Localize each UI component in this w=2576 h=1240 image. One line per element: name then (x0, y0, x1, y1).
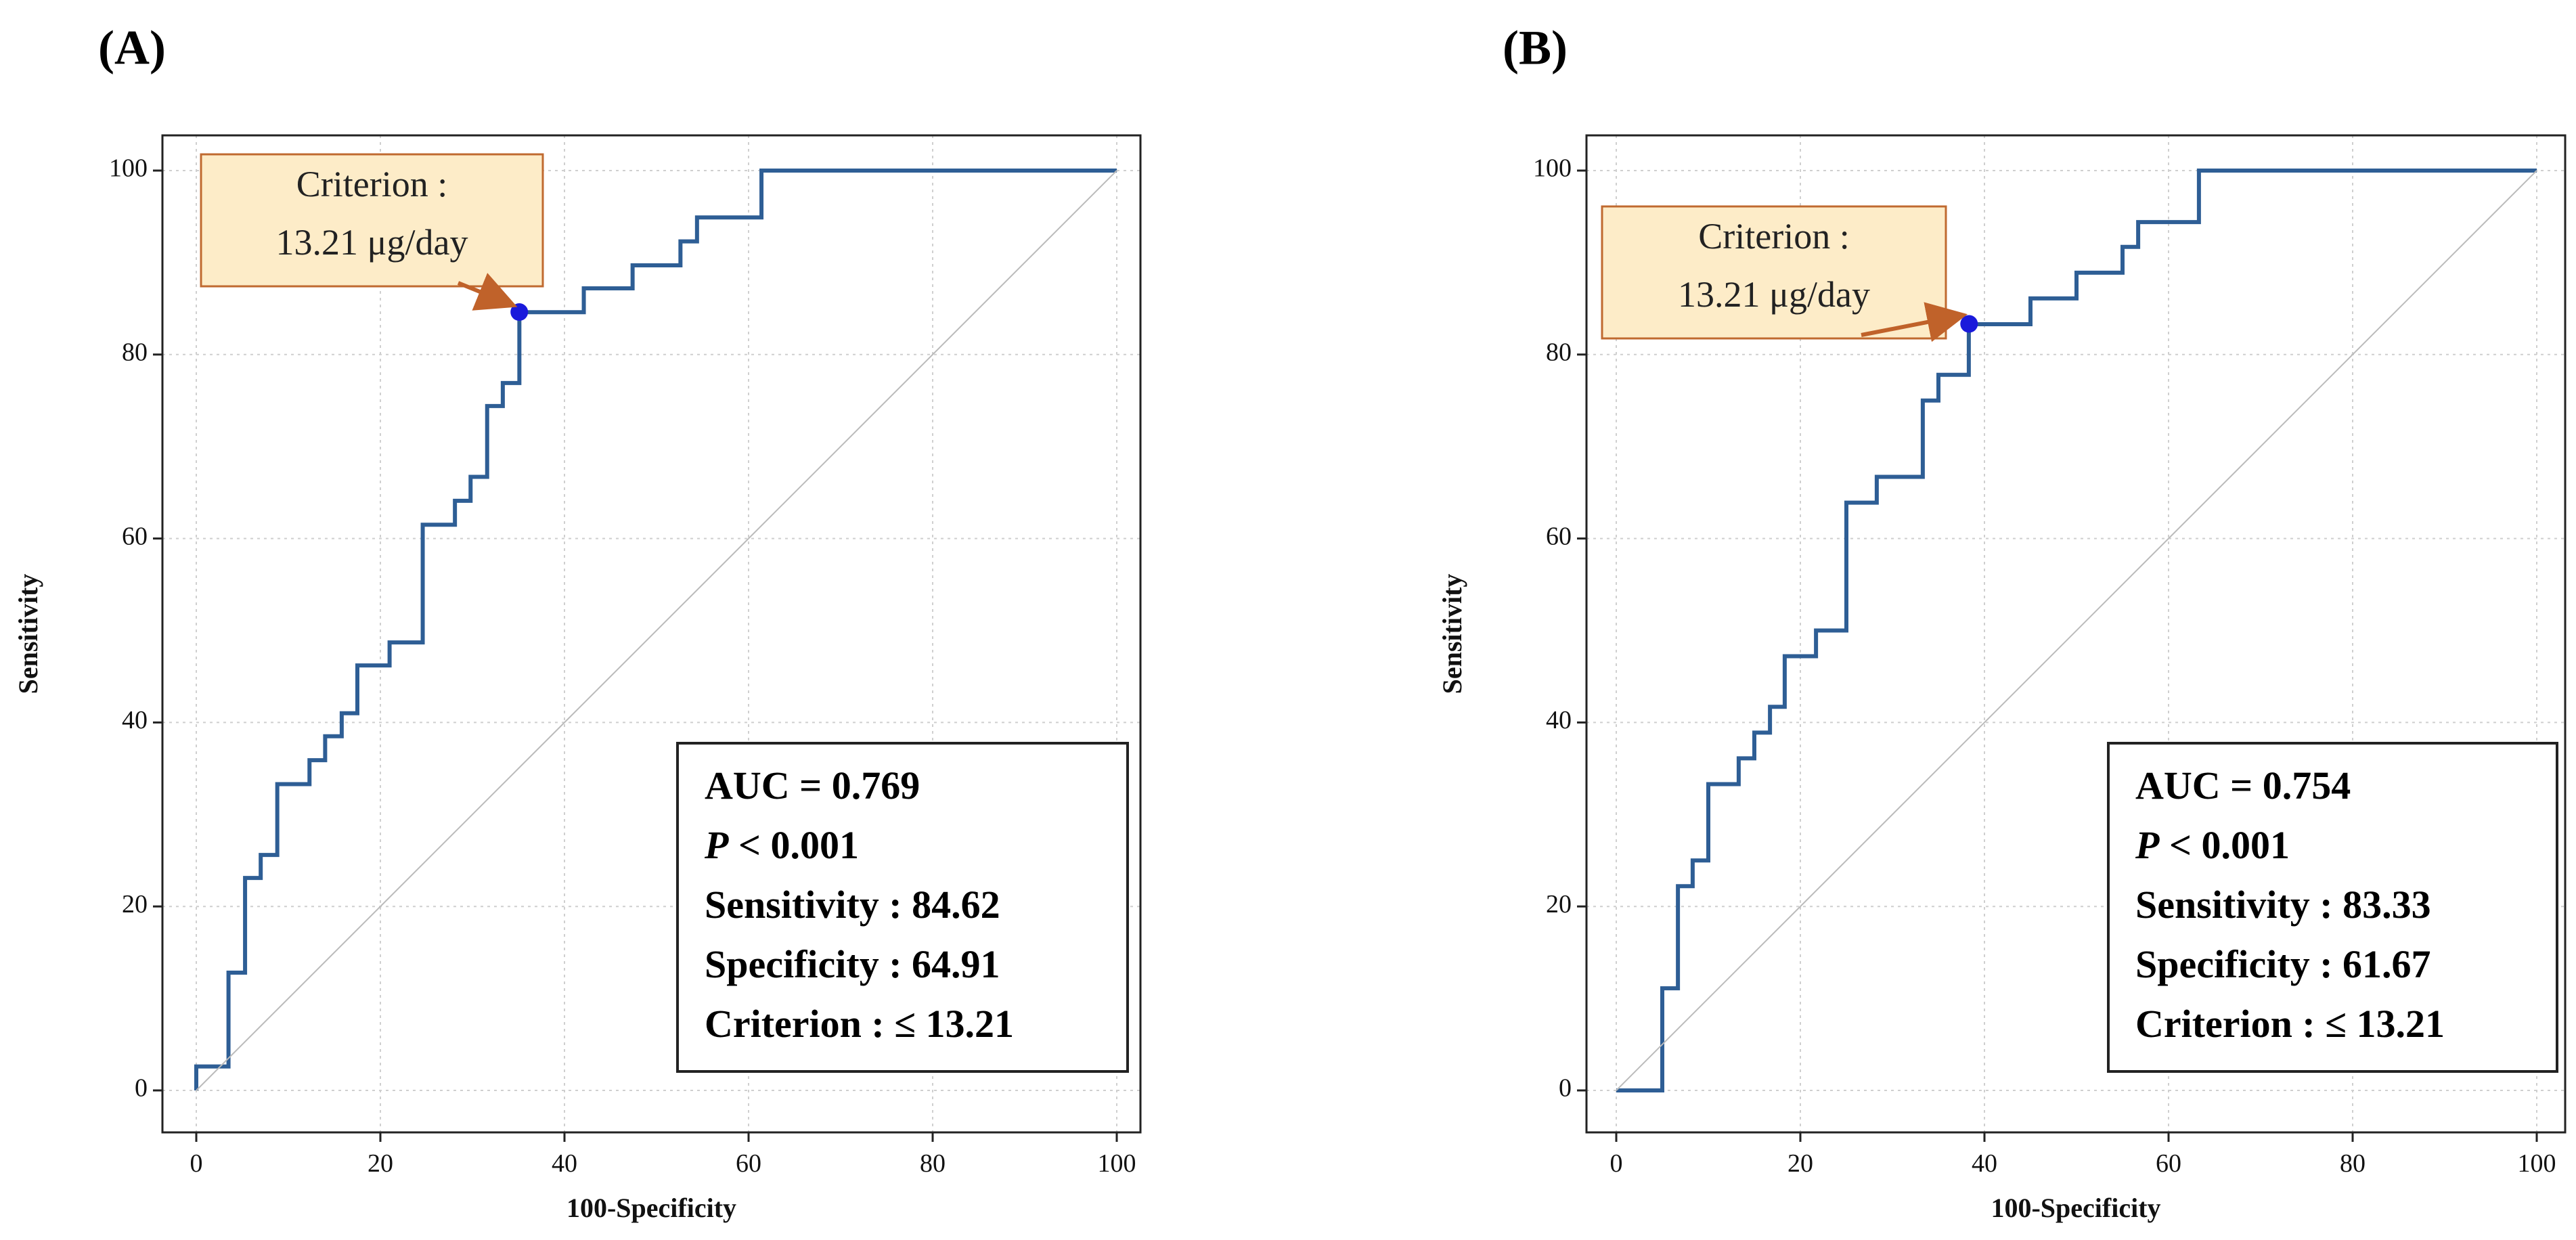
y-tick-label: 60 (1546, 522, 1572, 550)
stats-line: P < 0.001 (704, 823, 859, 867)
x-tick-label: 60 (736, 1149, 761, 1178)
callout-arrow (1861, 302, 1968, 342)
stats-line: Sensitivity : 83.33 (2135, 883, 2431, 927)
y-axis-label: Sensitivity (1437, 574, 1467, 694)
y-tick-label: 80 (122, 338, 148, 367)
criterion-point (1960, 315, 1978, 333)
y-tick-label: 100 (1533, 154, 1572, 183)
stats-line: Criterion : ≤ 13.21 (705, 1002, 1014, 1046)
callout-line-2: 13.21 μg/day (1678, 274, 1870, 315)
y-tick-label: 80 (1546, 338, 1572, 367)
reference-diagonal-line (1616, 170, 2537, 1091)
panel-label: (A) (98, 21, 166, 75)
stats-line: Specificity : 64.91 (705, 942, 1000, 986)
y-tick-label: 0 (135, 1074, 148, 1103)
stats-box (676, 742, 1129, 1073)
reference-diagonal-line (196, 170, 1117, 1091)
criterion-callout-box (200, 153, 544, 288)
chart-panel-b: (B) 0 20 40 60 80 100 0 20 40 60 80 100 100-Specifici… (1437, 21, 2567, 1223)
y-tick-label: 20 (1546, 890, 1572, 918)
panel-label: (B) (1503, 21, 1568, 75)
stats-line: Criterion : ≤ 13.21 (2135, 1002, 2445, 1046)
x-tick-label: 100 (1098, 1149, 1136, 1178)
x-axis-label: 100-Specificity (1991, 1193, 2160, 1223)
y-tick-label: 40 (122, 706, 148, 734)
x-tick-label: 60 (2156, 1149, 2181, 1178)
criterion-point (510, 303, 529, 322)
x-tick-label: 80 (2340, 1149, 2366, 1178)
x-tick-label: 100 (2518, 1149, 2556, 1178)
criterion-callout-box (1601, 205, 1947, 340)
x-axis-label: 100-Specificity (567, 1193, 736, 1223)
x-tick-label: 40 (1972, 1149, 1997, 1178)
roc-curve-line (1616, 169, 2537, 1092)
callout-line-1: Criterion : (1698, 216, 1849, 257)
stats-box (2107, 742, 2558, 1073)
stats-line: AUC = 0.754 (2135, 763, 2351, 807)
x-tick-label: 40 (552, 1149, 577, 1178)
stats-line: P < 0.001 (2135, 823, 2290, 867)
plot-frame (161, 134, 1142, 1134)
y-tick-label: 60 (122, 522, 148, 550)
callout-arrow (457, 273, 518, 311)
stats-line: Specificity : 61.67 (2135, 942, 2431, 986)
y-axis-label: Sensitivity (13, 574, 43, 694)
x-tick-label: 0 (1610, 1149, 1623, 1178)
chart-panel-a: (A) 0 20 40 60 80 100 0 20 40 60 80 100 100-Specifici… (13, 21, 1142, 1223)
y-tick-label: 100 (109, 154, 148, 183)
x-tick-label: 20 (368, 1149, 393, 1178)
callout-line-2: 13.21 μg/day (276, 222, 468, 263)
plot-frame (1585, 134, 2567, 1134)
y-tick-label: 0 (1559, 1074, 1572, 1103)
x-tick-label: 20 (1787, 1149, 1813, 1178)
stats-line: Sensitivity : 84.62 (705, 883, 1000, 927)
y-tick-label: 20 (122, 890, 148, 918)
x-tick-label: 0 (190, 1149, 203, 1178)
roc-curve-line (194, 169, 1117, 1090)
callout-line-1: Criterion : (296, 164, 447, 204)
x-tick-label: 80 (920, 1149, 946, 1178)
stats-line: AUC = 0.769 (705, 763, 920, 807)
y-tick-label: 40 (1546, 706, 1572, 734)
